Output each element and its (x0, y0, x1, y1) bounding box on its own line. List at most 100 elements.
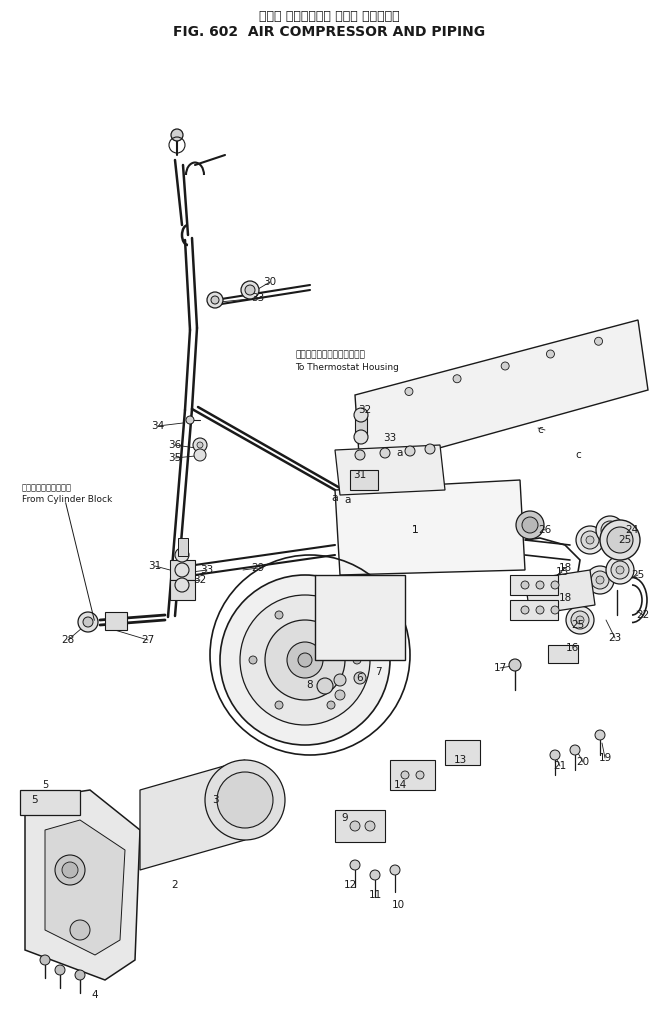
Text: 6: 6 (357, 673, 363, 683)
Text: 16: 16 (565, 643, 579, 653)
Circle shape (390, 865, 400, 875)
Text: 10: 10 (391, 900, 405, 910)
Text: 32: 32 (193, 575, 207, 585)
Text: 3: 3 (212, 795, 218, 805)
Text: 33: 33 (251, 293, 265, 303)
Circle shape (197, 442, 203, 448)
Polygon shape (25, 790, 140, 980)
Text: 7: 7 (375, 667, 382, 677)
Circle shape (586, 566, 614, 594)
Circle shape (327, 611, 335, 619)
Circle shape (405, 387, 413, 396)
Bar (170, 560, 195, 580)
Circle shape (207, 292, 223, 308)
Text: 34: 34 (152, 421, 165, 431)
Circle shape (536, 581, 544, 589)
Text: 32: 32 (358, 405, 372, 415)
Circle shape (193, 438, 207, 452)
Circle shape (606, 526, 614, 534)
Text: 25: 25 (618, 535, 631, 545)
Circle shape (354, 408, 368, 422)
Polygon shape (140, 760, 245, 870)
Text: From Cylinder Block: From Cylinder Block (22, 495, 112, 504)
Text: 11: 11 (368, 890, 382, 900)
Polygon shape (45, 820, 125, 955)
Bar (445, 740, 480, 765)
Text: 12: 12 (343, 880, 357, 890)
Circle shape (566, 606, 594, 634)
Text: 17: 17 (494, 663, 507, 673)
Circle shape (55, 965, 65, 975)
Circle shape (380, 448, 390, 458)
Text: 15: 15 (556, 567, 569, 577)
Circle shape (401, 771, 409, 779)
Circle shape (334, 674, 346, 686)
Bar (105, 612, 127, 630)
Circle shape (522, 517, 538, 533)
Text: 1: 1 (412, 525, 418, 535)
Circle shape (601, 521, 619, 539)
Polygon shape (335, 480, 525, 575)
Circle shape (354, 672, 366, 684)
Text: c: c (537, 425, 543, 435)
Circle shape (607, 527, 633, 553)
Circle shape (600, 520, 640, 560)
Text: 24: 24 (625, 525, 639, 535)
Circle shape (551, 581, 559, 589)
Circle shape (501, 362, 509, 370)
Text: サーモスタットハウジングへ: サーモスタットハウジングへ (295, 350, 365, 359)
Circle shape (616, 566, 624, 574)
Circle shape (327, 701, 335, 709)
Circle shape (453, 374, 461, 382)
Circle shape (75, 970, 85, 980)
Circle shape (175, 548, 189, 562)
Circle shape (265, 620, 345, 700)
Circle shape (275, 611, 283, 619)
Circle shape (205, 760, 285, 840)
Text: 1: 1 (412, 525, 418, 535)
Circle shape (298, 653, 312, 667)
Circle shape (425, 444, 435, 454)
Circle shape (220, 575, 390, 745)
Text: 8: 8 (306, 680, 313, 690)
Text: 35: 35 (169, 453, 182, 463)
Circle shape (241, 281, 259, 299)
Circle shape (576, 616, 584, 624)
Circle shape (249, 656, 257, 664)
Circle shape (240, 595, 370, 725)
Circle shape (509, 659, 521, 671)
Circle shape (591, 571, 609, 589)
Text: 33: 33 (200, 565, 214, 575)
Bar (335, 810, 385, 842)
Text: 18: 18 (558, 593, 571, 603)
Text: 33: 33 (384, 433, 397, 443)
Bar (178, 538, 188, 556)
Circle shape (595, 730, 605, 740)
Circle shape (611, 561, 629, 579)
Circle shape (317, 678, 333, 694)
Circle shape (350, 860, 360, 870)
Circle shape (78, 612, 98, 632)
Text: 5: 5 (32, 795, 38, 805)
Circle shape (571, 611, 589, 629)
Circle shape (516, 511, 544, 539)
Text: 4: 4 (92, 990, 98, 1000)
Circle shape (576, 526, 604, 554)
Circle shape (83, 616, 93, 627)
Text: a: a (345, 495, 351, 504)
Circle shape (536, 606, 544, 614)
Circle shape (350, 821, 360, 831)
Circle shape (521, 606, 529, 614)
Circle shape (365, 821, 375, 831)
Bar (20, 790, 80, 815)
Circle shape (596, 576, 604, 584)
Text: 30: 30 (264, 277, 277, 287)
Circle shape (70, 920, 90, 940)
Circle shape (355, 450, 365, 460)
Text: 18: 18 (558, 563, 571, 573)
Text: FIG. 602  AIR COMPRESSOR AND PIPING: FIG. 602 AIR COMPRESSOR AND PIPING (173, 25, 485, 39)
Circle shape (245, 285, 255, 295)
Circle shape (55, 855, 85, 885)
Text: a: a (397, 448, 403, 458)
Bar (510, 600, 558, 620)
